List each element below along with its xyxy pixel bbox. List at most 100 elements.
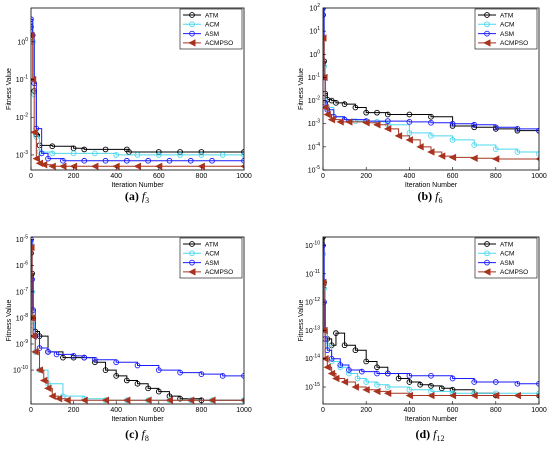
data-point-asm xyxy=(492,379,499,385)
data-point-acmpso xyxy=(340,378,349,386)
data-point-acmpso xyxy=(32,154,40,163)
data-point-acmpso xyxy=(44,384,52,393)
data-point-acmpso xyxy=(405,136,413,144)
series-group xyxy=(31,16,244,170)
y-tick-label: 10-11 xyxy=(305,269,320,279)
legend-swatch-marker xyxy=(484,21,490,28)
data-point-acm xyxy=(492,146,499,152)
data-point-asm xyxy=(45,155,51,162)
x-tick-label: 0 xyxy=(321,407,325,414)
data-point-acmpso xyxy=(323,103,329,112)
data-point-atm xyxy=(428,113,434,120)
data-point-acmpso xyxy=(208,396,216,404)
data-point-acmpso xyxy=(323,34,327,42)
x-tick-label: 800 xyxy=(196,407,208,414)
y-tick-label: 10-2 xyxy=(308,96,320,106)
data-point-asm xyxy=(60,157,66,164)
data-point-asm xyxy=(384,370,391,377)
x-axis-label: Iteration Number xyxy=(405,182,458,189)
data-point-acm xyxy=(354,375,361,382)
data-point-acm xyxy=(352,118,359,124)
data-point-acmpso xyxy=(63,396,71,404)
data-point-acmpso xyxy=(416,143,424,151)
data-point-asm xyxy=(337,362,344,368)
data-point-acmpso xyxy=(535,393,539,398)
data-point-acmpso xyxy=(373,387,381,396)
data-point-acmpso xyxy=(323,363,331,371)
data-point-acm xyxy=(70,150,77,157)
legend-entry-acmpso: ACMPSO xyxy=(205,269,233,276)
y-tick-label: 10-12 xyxy=(305,297,320,307)
y-axis-label: Fitness Value xyxy=(6,68,13,110)
legend-entry-acm: ACM xyxy=(205,22,219,29)
data-point-acmpso xyxy=(383,389,392,397)
x-tick-label: 0 xyxy=(29,407,33,414)
data-point-atm xyxy=(155,149,162,155)
panel-caption: (c) f8 xyxy=(125,427,149,443)
y-tick-label: 102 xyxy=(309,3,320,13)
data-point-acmpso xyxy=(535,157,539,161)
y-tick-label: 10-10 xyxy=(305,240,320,250)
legend: ATM ACM ASM ACMPSO xyxy=(179,237,243,279)
legend-swatch-marker xyxy=(189,12,195,18)
data-point-asm xyxy=(514,125,521,132)
data-point-asm xyxy=(36,345,43,351)
data-point-asm xyxy=(187,157,194,164)
data-point-acmpso xyxy=(362,119,370,127)
legend: ATM ACM ASM ACMPSO xyxy=(179,8,243,50)
data-point-asm xyxy=(198,371,205,377)
data-point-atm xyxy=(352,104,359,111)
plot-frame xyxy=(30,236,245,405)
data-point-asm xyxy=(428,372,434,379)
data-point-acm xyxy=(514,149,521,155)
y-tick-label: 100 xyxy=(309,49,320,59)
legend-swatch-marker xyxy=(189,241,195,247)
x-axis-label: Iteration Number xyxy=(111,182,164,189)
data-point-atm xyxy=(438,385,445,392)
x-tick-label: 200 xyxy=(360,407,372,414)
legend-swatch-marker xyxy=(484,30,490,37)
legend-swatch-marker xyxy=(189,250,195,257)
data-point-acm xyxy=(449,137,456,143)
data-point-asm xyxy=(514,380,521,387)
legend: ATM ACM ASM ACMPSO xyxy=(474,8,538,50)
panel-caption: (a) f3 xyxy=(125,189,149,205)
legend-swatch-marker xyxy=(189,30,195,37)
data-point-acmpso xyxy=(165,396,173,404)
data-point-acmpso xyxy=(240,398,244,403)
data-point-acm xyxy=(219,152,226,158)
data-point-acmpso xyxy=(144,396,152,404)
data-point-acmpso xyxy=(39,376,48,385)
chart-panel-a: 0 200 400 600 800 1000 10-3 10-2 10-1 100 Iteratio… xyxy=(6,7,252,205)
data-point-asm xyxy=(31,307,36,313)
legend-entry-acmpso: ACMPSO xyxy=(500,40,528,47)
x-tick-label: 600 xyxy=(153,173,165,180)
data-point-acmpso xyxy=(80,396,88,404)
data-point-atm xyxy=(198,149,205,155)
data-point-atm xyxy=(333,99,339,106)
x-tick-label: 400 xyxy=(404,173,416,180)
data-point-atm xyxy=(126,149,132,155)
series-line-asm xyxy=(323,8,539,131)
data-point-acm xyxy=(384,384,391,390)
data-point-acmpso xyxy=(39,161,48,169)
y-tick-label: 10-14 xyxy=(305,354,320,364)
data-point-acmpso xyxy=(470,154,478,162)
data-point-atm xyxy=(395,375,402,382)
data-point-acm xyxy=(374,381,380,388)
data-point-atm xyxy=(123,377,130,384)
data-point-acmpso xyxy=(327,369,336,378)
data-point-atm xyxy=(417,381,424,388)
data-point-acmpso xyxy=(373,121,381,129)
data-point-acmpso xyxy=(394,132,403,140)
legend-entry-acmpso: ACMPSO xyxy=(500,269,528,276)
legend-swatch-marker xyxy=(189,259,195,266)
data-point-atm xyxy=(177,149,183,155)
data-point-atm xyxy=(384,111,391,118)
data-point-acmpso xyxy=(345,118,353,126)
y-axis-label: Fitness Value xyxy=(298,299,305,341)
y-tick-label: 10-2 xyxy=(16,112,28,122)
data-point-asm xyxy=(449,120,456,127)
data-point-acmpso xyxy=(31,332,37,340)
data-point-atm xyxy=(49,143,56,150)
